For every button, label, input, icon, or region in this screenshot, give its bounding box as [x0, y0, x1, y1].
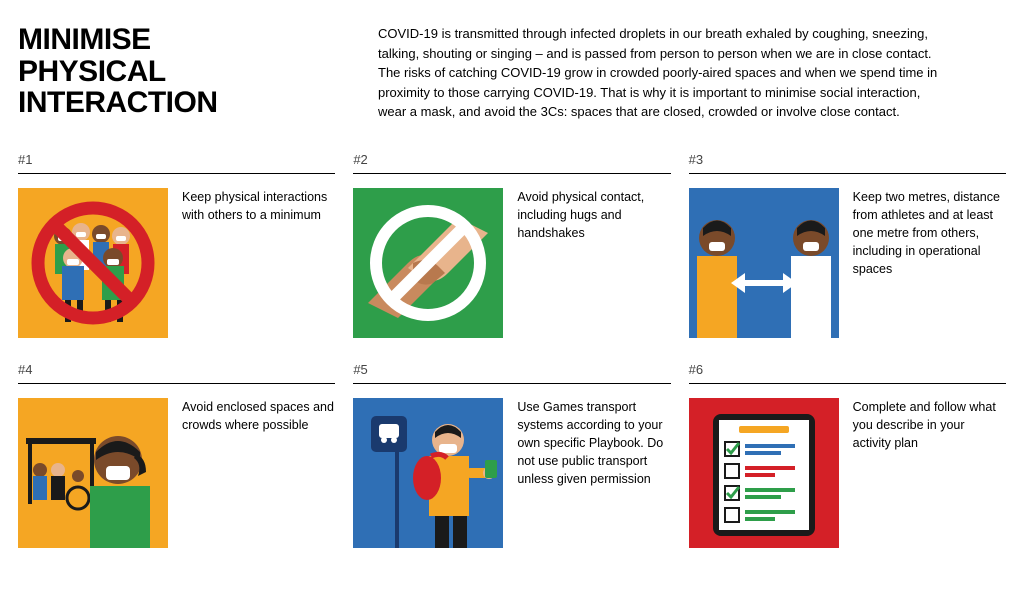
checklist-icon	[689, 398, 839, 548]
card-desc: Avoid enclosed spaces and crowds where p…	[182, 398, 335, 434]
card-3: #3	[689, 152, 1006, 338]
no-crowd-icon	[18, 188, 168, 338]
card-desc: Use Games transport systems according to…	[517, 398, 670, 489]
card-1: #1	[18, 152, 335, 338]
no-handshake-icon	[353, 188, 503, 338]
card-desc: Keep physical interactions with others t…	[182, 188, 335, 224]
intro-text: COVID-19 is transmitted through infected…	[378, 24, 938, 122]
card-number: #3	[689, 152, 1006, 174]
card-number: #4	[18, 362, 335, 384]
card-5: #5	[353, 362, 670, 548]
card-4: #4	[18, 362, 335, 548]
card-number: #6	[689, 362, 1006, 384]
card-number: #5	[353, 362, 670, 384]
card-desc: Keep two metres, distance from athletes …	[853, 188, 1006, 279]
card-desc: Avoid physical contact, including hugs a…	[517, 188, 670, 242]
cards-grid: #1	[18, 152, 1006, 548]
card-desc: Complete and follow what you describe in…	[853, 398, 1006, 452]
title-line-3: INTERACTION	[18, 86, 218, 119]
card-number: #2	[353, 152, 670, 174]
card-6: #6	[689, 362, 1006, 548]
card-2: #2 Avoid physical contact, including hug…	[353, 152, 670, 338]
title-line-1: MINIMISE	[18, 23, 151, 56]
distance-icon	[689, 188, 839, 338]
page-title: MINIMISE PHYSICAL INTERACTION	[18, 24, 338, 122]
avoid-crowd-icon	[18, 398, 168, 548]
transport-icon	[353, 398, 503, 548]
title-line-2: PHYSICAL	[18, 55, 166, 88]
card-number: #1	[18, 152, 335, 174]
